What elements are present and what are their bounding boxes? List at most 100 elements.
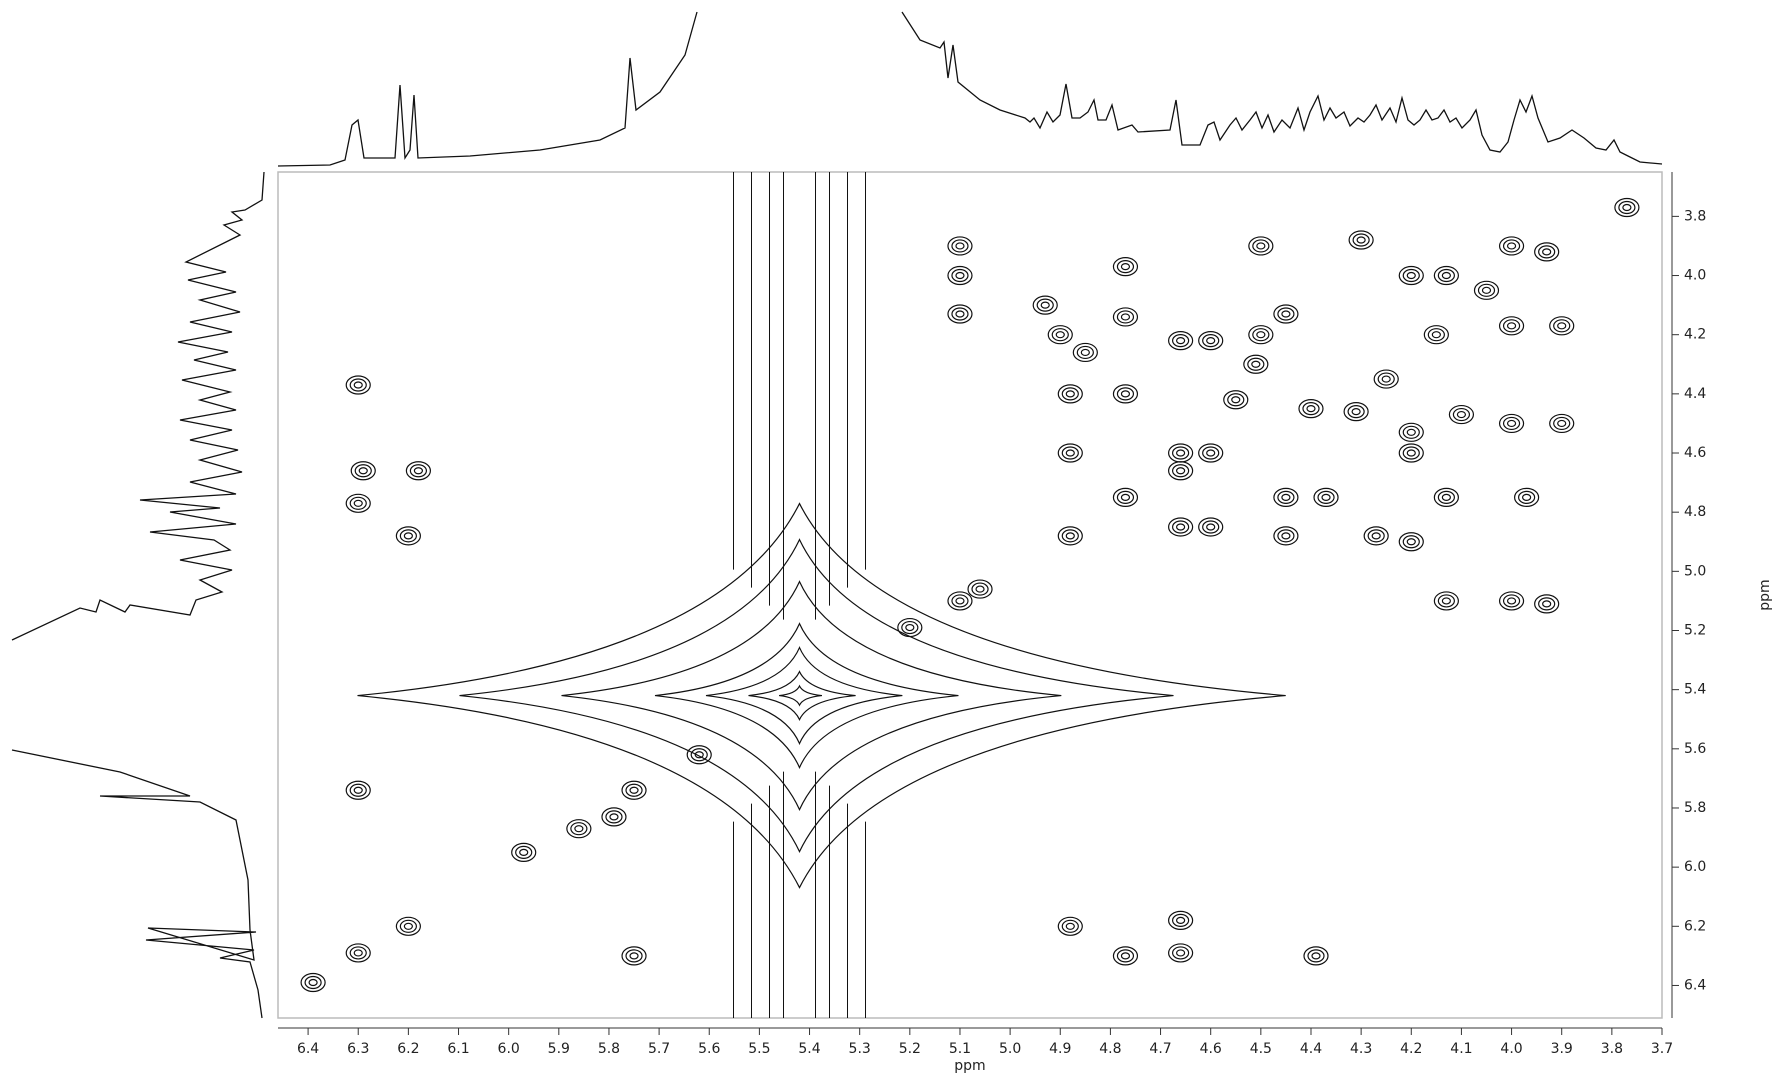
x-tick-label: 5.0: [999, 1041, 1021, 1057]
cross-peak: [1202, 334, 1220, 348]
cross-peak: [1553, 416, 1571, 431]
cross-peak: [629, 952, 639, 960]
cross-peak: [1402, 425, 1420, 439]
x-tick-label: 6.3: [347, 1041, 369, 1057]
cross-peak: [1373, 369, 1399, 389]
cross-peak: [1176, 916, 1186, 924]
cross-peak: [1112, 487, 1139, 507]
cross-peak: [1307, 949, 1325, 963]
cross-peak: [1522, 493, 1532, 501]
cross-peak: [1549, 413, 1575, 434]
cross-peak: [1502, 319, 1521, 333]
cross-peak: [1298, 399, 1324, 419]
cross-peak: [1518, 490, 1536, 504]
cross-peak: [955, 310, 965, 318]
cross-peak: [1614, 197, 1640, 218]
cross-peak: [1120, 493, 1131, 501]
cross-peak: [947, 591, 973, 611]
solvent-contour: [779, 684, 823, 707]
x-tick-label: 5.7: [648, 1041, 670, 1057]
cross-peak: [1281, 532, 1291, 540]
cross-peak: [1381, 375, 1391, 383]
cross-peak: [1277, 529, 1295, 543]
cross-peak: [1347, 405, 1365, 419]
cross-peak: [1061, 529, 1079, 543]
cross-peak: [511, 842, 537, 862]
y-tick-label: 5.4: [1684, 682, 1706, 698]
cross-peak: [1448, 404, 1475, 425]
cross-peak: [951, 594, 969, 608]
solvent-contour: [561, 580, 1062, 812]
cross-peak: [1273, 304, 1299, 324]
cross-peak: [1437, 594, 1455, 608]
cross-peak: [1172, 913, 1190, 927]
cross-peak: [1057, 526, 1083, 546]
cross-peak: [1343, 402, 1369, 422]
y-tick-label: 4.4: [1684, 386, 1706, 402]
x-tick-label: 4.1: [1450, 1041, 1472, 1057]
cross-peak: [1120, 263, 1131, 271]
cross-peak: [1273, 526, 1299, 546]
cross-peak: [1057, 443, 1083, 463]
x-tick-label: 6.0: [498, 1041, 520, 1057]
cross-peak: [1456, 410, 1467, 419]
cross-peak: [629, 786, 639, 794]
cross-peak: [1281, 310, 1291, 318]
cross-peak: [1231, 396, 1241, 404]
cross-peak: [955, 242, 965, 250]
solvent-contour: [357, 502, 1286, 889]
cross-peak: [1377, 372, 1395, 386]
cross-peak: [1506, 419, 1517, 428]
cross-peak: [1498, 236, 1525, 256]
cross-peak: [1433, 591, 1459, 611]
cross-peak: [955, 271, 965, 280]
x-tick-label: 5.1: [949, 1041, 971, 1057]
cross-peak: [1172, 464, 1190, 478]
cross-peak: [304, 975, 322, 990]
cross-peak: [1622, 203, 1632, 212]
cross-peak: [1281, 493, 1291, 501]
cross-peak: [690, 748, 708, 762]
y-tick-label: 6.4: [1684, 977, 1706, 993]
cross-peak: [1502, 416, 1521, 431]
cross-peak: [1116, 310, 1135, 324]
cross-peak: [1072, 342, 1098, 363]
cross-peak: [1542, 600, 1552, 608]
cross-peak: [1176, 949, 1186, 957]
cross-peak: [1198, 517, 1224, 537]
cross-peak: [1243, 354, 1269, 374]
cross-peak: [353, 949, 363, 957]
x-tick-label: 4.7: [1149, 1041, 1171, 1057]
y-tick-label: 5.6: [1684, 741, 1706, 757]
cross-peak: [1371, 532, 1381, 540]
cross-peak: [354, 464, 372, 478]
y-tick-label: 6.0: [1684, 859, 1706, 875]
cross-peak: [951, 268, 969, 283]
cross-peak: [566, 819, 592, 839]
cross-peak: [350, 461, 376, 481]
cross-peak: [1348, 230, 1374, 250]
cross-peak: [1441, 493, 1451, 501]
cross-peak: [1202, 446, 1220, 460]
cross-peak: [947, 236, 973, 256]
cross-peak: [1120, 952, 1131, 960]
x-tick-label: 5.4: [798, 1041, 820, 1057]
cross-peak: [570, 822, 588, 836]
cross-peak: [1252, 328, 1270, 342]
cross-peak: [1176, 337, 1186, 345]
cross-peak: [358, 467, 368, 475]
cross-peak: [403, 532, 413, 540]
y-tick-label: 5.8: [1684, 800, 1706, 816]
cross-peak: [1120, 390, 1131, 398]
cross-peak: [353, 381, 363, 389]
cross-peak: [1363, 526, 1389, 546]
cross-peak: [353, 786, 363, 794]
cross-peak: [1176, 523, 1186, 531]
cross-peak: [1506, 597, 1517, 605]
cross-peak: [1406, 428, 1416, 436]
cross-peak: [1557, 322, 1567, 330]
cross-peak: [1047, 325, 1073, 345]
cross-peak: [1406, 271, 1416, 280]
cross-peak: [1061, 387, 1079, 401]
x-tick-label: 6.4: [297, 1041, 319, 1057]
